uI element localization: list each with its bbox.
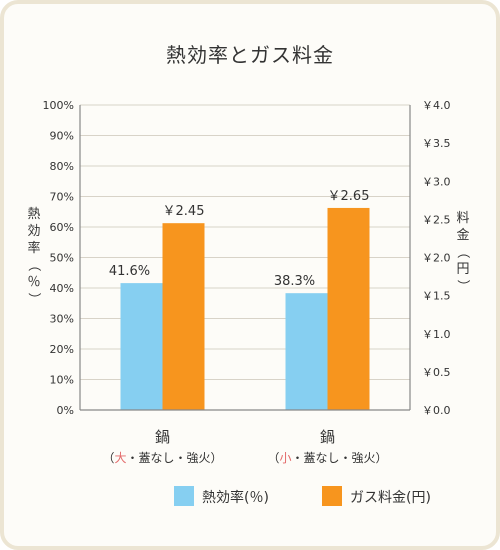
axis-title-char: 円 — [456, 262, 469, 277]
legend-swatch — [174, 486, 194, 506]
axis-title-char: ） — [26, 292, 41, 305]
legend-label: ガス料金(円) — [350, 490, 431, 506]
bars — [120, 207, 370, 410]
y-right-tick-label: ￥2.0 — [422, 252, 451, 265]
bar-gas-fee — [327, 207, 370, 410]
x-tick-sublabel: （小・蓋なし・強火） — [267, 451, 387, 465]
sublabel-part: （ — [102, 451, 114, 465]
data-label: 38.3% — [274, 274, 315, 289]
y-right-tick-label: ￥1.5 — [422, 290, 451, 303]
y-left-tick-label: 10% — [50, 374, 74, 387]
y-right-tick-label: ￥0.0 — [422, 404, 451, 417]
y-right-tick-label: ￥1.0 — [422, 328, 451, 341]
y-left-tick-label: 90% — [50, 130, 74, 143]
legend: 熱効率(％) ガス料金(円) — [174, 486, 431, 506]
axis-title-char: ％ — [27, 275, 40, 290]
sublabel-part: ・蓋なし・強火 — [292, 451, 376, 465]
y-left-tick-label: 100% — [43, 99, 74, 112]
sublabel-part: （ — [267, 451, 279, 465]
y-left-tick-label: 30% — [50, 313, 74, 326]
y-right-tick-label: ￥3.5 — [422, 137, 451, 150]
data-label: ￥2.45 — [163, 204, 205, 219]
axes — [79, 105, 411, 411]
legend-swatch — [322, 486, 342, 506]
axis-title-char: （ — [455, 245, 470, 258]
size-highlight: 小 — [279, 451, 291, 465]
bar-gas-fee — [162, 223, 205, 410]
axis-title-char: ） — [455, 279, 470, 292]
labels: 0% 10% 20% 30% 40% 50% 60% 70% 80% 90% 100% ￥0.0 ￥0.… — [26, 99, 470, 465]
y-left-tick-label: 60% — [50, 221, 74, 234]
bar-efficiency — [120, 283, 163, 410]
y-left-tick-label: 80% — [50, 160, 74, 173]
y-left-tick-label: 20% — [50, 343, 74, 356]
y-left-tick-label: 50% — [50, 252, 74, 265]
bar-efficiency — [285, 293, 328, 410]
sublabel-part: ） — [376, 451, 388, 465]
x-tick-sublabel: （大・蓋なし・強火） — [102, 451, 222, 465]
data-label: ￥2.65 — [328, 189, 370, 204]
legend-label: 熱効率(％) — [202, 489, 269, 506]
y-left-tick-label: 70% — [50, 191, 74, 204]
x-tick-label: 鍋 — [320, 428, 335, 446]
size-highlight: 大 — [114, 451, 126, 465]
y-right-tick-label: ￥0.5 — [422, 366, 451, 379]
y-left-tick-label: 40% — [50, 282, 74, 295]
sublabel-part: ・蓋なし・強火 — [127, 451, 211, 465]
sublabel-part: ） — [211, 451, 223, 465]
axis-title-char: 熱 — [27, 207, 40, 222]
axis-title-char: 料 — [456, 211, 469, 226]
y-left-axis-title: 熱効率 （ ％ ） — [26, 207, 41, 306]
y-right-axis-title: 料金 （ 円 ） — [455, 211, 470, 293]
x-tick-label: 鍋 — [155, 428, 170, 446]
axis-title-char: 金 — [456, 227, 469, 243]
axis-title-char: 効 — [27, 224, 40, 239]
data-label: 41.6% — [109, 264, 150, 279]
y-right-tick-label: ￥2.5 — [422, 213, 451, 226]
chart-title: 熱効率とガス料金 — [166, 43, 334, 67]
y-left-tick-label: 0% — [57, 404, 74, 417]
y-right-tick-label: ￥3.0 — [422, 175, 451, 188]
y-right-tick-label: ￥4.0 — [422, 99, 451, 112]
axis-title-char: （ — [26, 258, 41, 271]
axis-title-char: 率 — [27, 240, 40, 256]
